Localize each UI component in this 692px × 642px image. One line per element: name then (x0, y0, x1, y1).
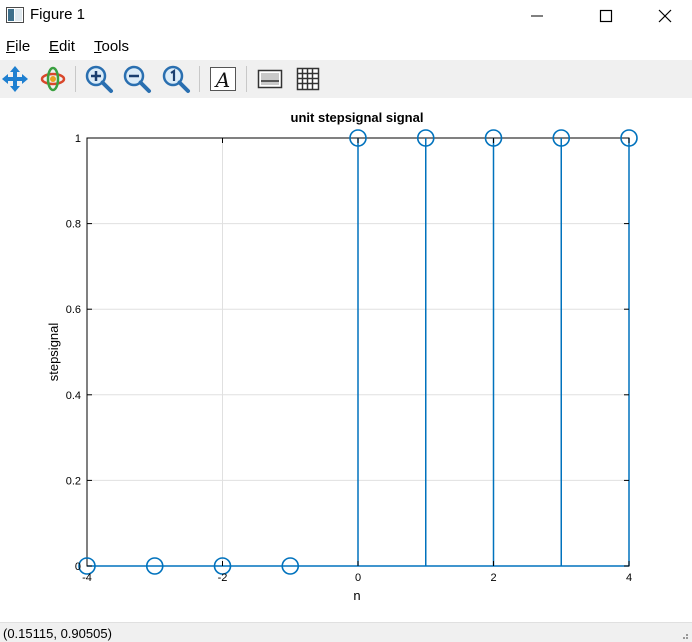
stem-marker (552, 129, 571, 147)
x-tick-label: 4 (626, 572, 632, 584)
stem-marker (484, 129, 503, 147)
title-bar: Figure 1 (0, 0, 692, 32)
x-tick-label: 0 (355, 572, 361, 584)
text-annotation-button[interactable]: A (208, 64, 238, 94)
maximize-button[interactable] (583, 0, 629, 32)
zoom-reset-icon (162, 65, 190, 93)
menu-file[interactable]: File (6, 38, 30, 55)
rotate-icon (40, 66, 66, 92)
y-axis-label: stepsignal (46, 323, 61, 382)
stem-chart[interactable]: -4 -2 0 2 4 0 0.2 0.4 0.6 0.8 1 unit stepsignal si… (0, 98, 692, 620)
minimize-button[interactable] (514, 0, 560, 32)
stem-marker (620, 129, 638, 147)
x-tick-label: -4 (82, 572, 92, 584)
y-tick-label: 0.8 (66, 219, 81, 231)
menu-file-mnemonic: F (6, 38, 16, 55)
menu-bar: File Edit Tools (0, 33, 692, 59)
stem-marker (349, 129, 367, 147)
stem-marker (416, 129, 435, 147)
menu-tools-label: ools (101, 38, 130, 55)
zoom-in-icon (85, 65, 113, 93)
y-tick-label: 0 (75, 561, 81, 573)
pan-icon (2, 66, 28, 92)
window-title: Figure 1 (30, 6, 86, 23)
rotate-button[interactable] (38, 64, 68, 94)
svg-text:A: A (214, 68, 230, 92)
menu-edit-label: dit (59, 38, 75, 55)
grid-icon (296, 67, 320, 91)
y-tick-label: 0.2 (66, 475, 81, 487)
x-tick-label: -2 (218, 572, 228, 584)
stem-marker (213, 557, 232, 575)
y-tick-label: 0.4 (66, 390, 81, 402)
menu-tools[interactable]: Tools (94, 38, 129, 55)
menu-edit-mnemonic: E (49, 38, 60, 55)
resize-grip-icon[interactable] (679, 630, 689, 640)
x-tick-label: 2 (490, 572, 496, 584)
minimize-icon (531, 15, 543, 17)
y-tick-label: 1 (75, 133, 81, 145)
cursor-coordinates: (0.15115, 0.90505) (3, 626, 112, 641)
zoom-out-button[interactable] (122, 64, 152, 94)
stem-marker (78, 557, 96, 575)
menu-edit[interactable]: Edit (49, 38, 75, 55)
x-axis-label: n (353, 588, 360, 603)
text-annotation-icon: A (210, 67, 236, 92)
zoom-reset-button[interactable] (161, 64, 191, 94)
close-icon (658, 9, 672, 23)
grid-button[interactable] (293, 64, 323, 94)
menu-tools-mnemonic: T (94, 38, 102, 55)
chart-title: unit stepsignal signal (291, 110, 424, 125)
legend-icon (257, 69, 283, 89)
maximize-icon (599, 9, 613, 23)
legend-button[interactable] (255, 64, 285, 94)
stem-marker (281, 557, 300, 575)
toolbar-separator (246, 66, 247, 92)
y-tick-label: 0.6 (66, 304, 81, 316)
zoom-in-button[interactable] (84, 64, 114, 94)
figure-canvas[interactable]: -4 -2 0 2 4 0 0.2 0.4 0.6 0.8 1 unit stepsignal si… (0, 98, 692, 620)
toolbar-separator (75, 66, 76, 92)
close-button[interactable] (642, 0, 688, 32)
stem-marker (145, 557, 164, 575)
zoom-out-icon (123, 65, 151, 93)
menu-file-label: ile (15, 38, 31, 55)
pan-button[interactable] (0, 64, 30, 94)
toolbar-separator (199, 66, 200, 92)
status-bar: (0.15115, 0.90505) (0, 622, 692, 642)
toolbar: A (0, 60, 692, 98)
figure-app-icon (6, 7, 24, 23)
